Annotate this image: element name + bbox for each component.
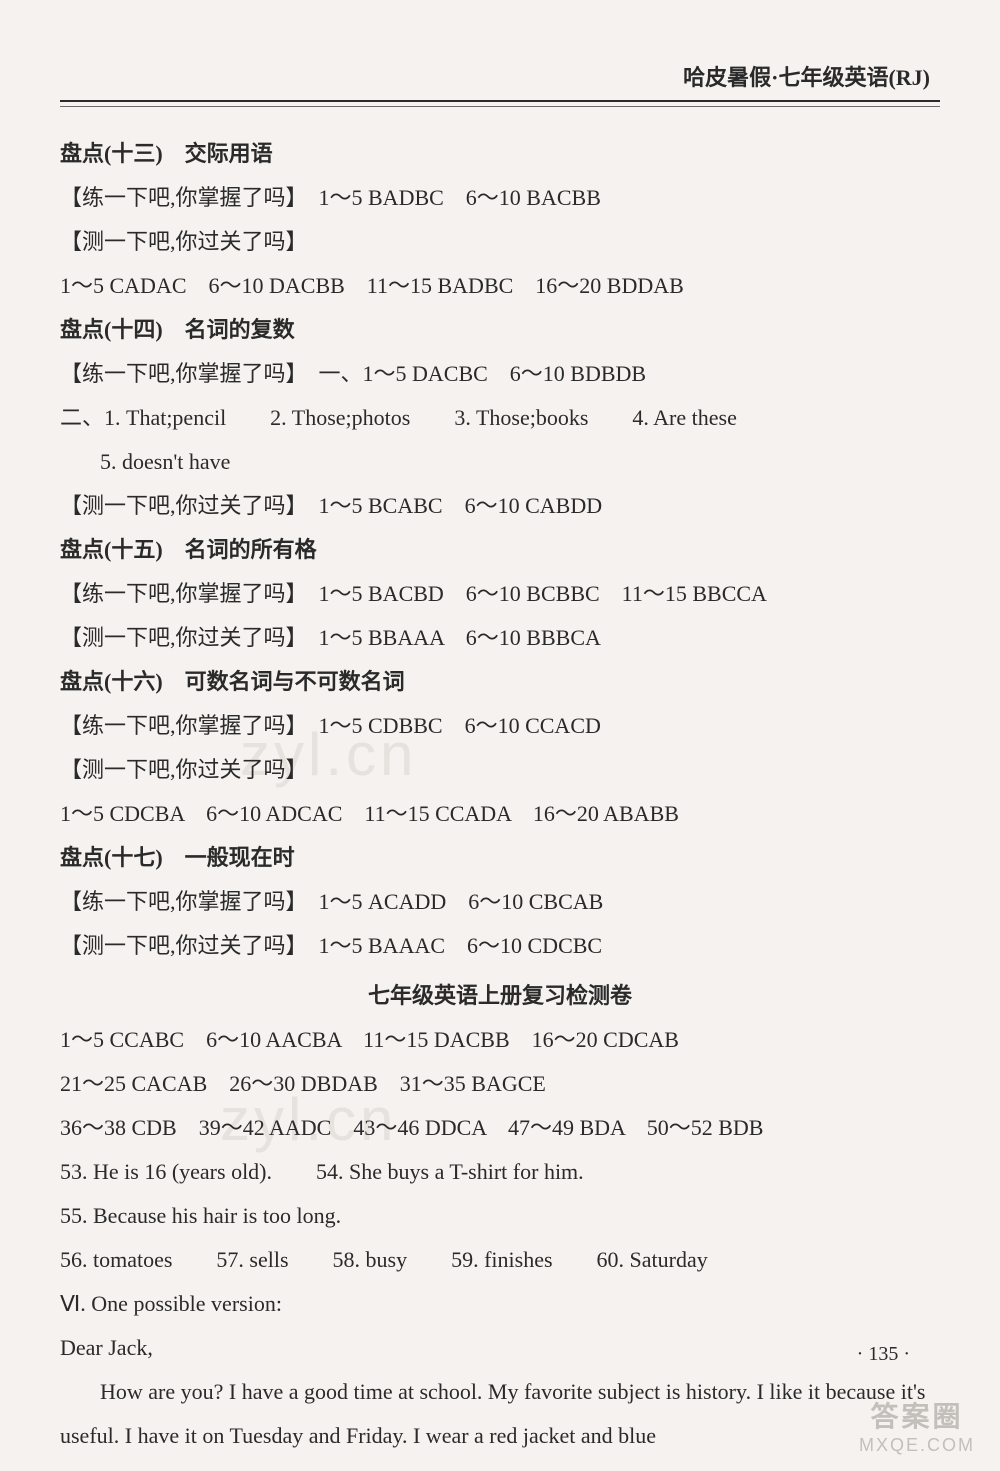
review-test-title: 七年级英语上册复习检测卷 [60,974,940,1018]
section-14-title: 盘点(十四) 名词的复数 [60,308,940,352]
section-17-practice: 【练一下吧,你掌握了吗】 1～5 ACADD 6～10 CBCAB [60,880,940,924]
writing-label: Ⅵ. One possible version: [60,1282,940,1326]
section-13-test-label: 【测一下吧,你过关了吗】 [60,220,940,264]
review-answers-2: 21～25 CACAB 26～30 DBDAB 31～35 BAGCE [60,1062,940,1106]
section-16-practice: 【练一下吧,你掌握了吗】 1～5 CDBBC 6～10 CCACD [60,704,940,748]
section-16-test-label: 【测一下吧,你过关了吗】 [60,748,940,792]
section-13-title: 盘点(十三) 交际用语 [60,132,940,176]
section-17-title: 盘点(十七) 一般现在时 [60,836,940,880]
review-answers-56-60: 56. tomatoes 57. sells 58. busy 59. fini… [60,1238,940,1282]
section-16-test-answers: 1～5 CDCBA 6～10 ADCAC 11～15 CCADA 16～20 A… [60,792,940,836]
writing-paragraph: How are you? I have a good time at schoo… [60,1370,940,1458]
header-divider-thick [60,100,940,102]
section-14-practice-1: 【练一下吧,你掌握了吗】 一、1～5 DACBC 6～10 BDBDB [60,352,940,396]
section-13-practice: 【练一下吧,你掌握了吗】 1～5 BADBC 6～10 BACBB [60,176,940,220]
section-15-test: 【测一下吧,你过关了吗】 1～5 BBAAA 6～10 BBBCA [60,616,940,660]
section-14-practice-2b: 5. doesn't have [60,440,940,484]
section-15-title: 盘点(十五) 名词的所有格 [60,528,940,572]
review-answers-53-54: 53. He is 16 (years old). 54. She buys a… [60,1150,940,1194]
section-15-practice: 【练一下吧,你掌握了吗】 1～5 BACBD 6～10 BCBBC 11～15 … [60,572,940,616]
page-content: 盘点(十三) 交际用语 【练一下吧,你掌握了吗】 1～5 BADBC 6～10 … [60,132,940,1458]
section-17-test: 【测一下吧,你过关了吗】 1～5 BAAAC 6～10 CDCBC [60,924,940,968]
section-13-test-answers: 1～5 CADAC 6～10 DACBB 11～15 BADBC 16～20 B… [60,264,940,308]
section-16-title: 盘点(十六) 可数名词与不可数名词 [60,660,940,704]
review-answers-3: 36～38 CDB 39～42 AADC 43～46 DDCA 47～49 BD… [60,1106,940,1150]
section-14-practice-2: 二、1. That;pencil 2. Those;photos 3. Thos… [60,396,940,440]
review-answers-1: 1～5 CCABC 6～10 AACBA 11～15 DACBB 16～20 C… [60,1018,940,1062]
header-divider-thin [60,106,940,107]
review-answers-55: 55. Because his hair is too long. [60,1194,940,1238]
section-14-test: 【测一下吧,你过关了吗】 1～5 BCABC 6～10 CABDD [60,484,940,528]
page-header: 哈皮暑假·七年级英语(RJ) [60,60,940,100]
writing-salutation: Dear Jack, [60,1326,940,1370]
